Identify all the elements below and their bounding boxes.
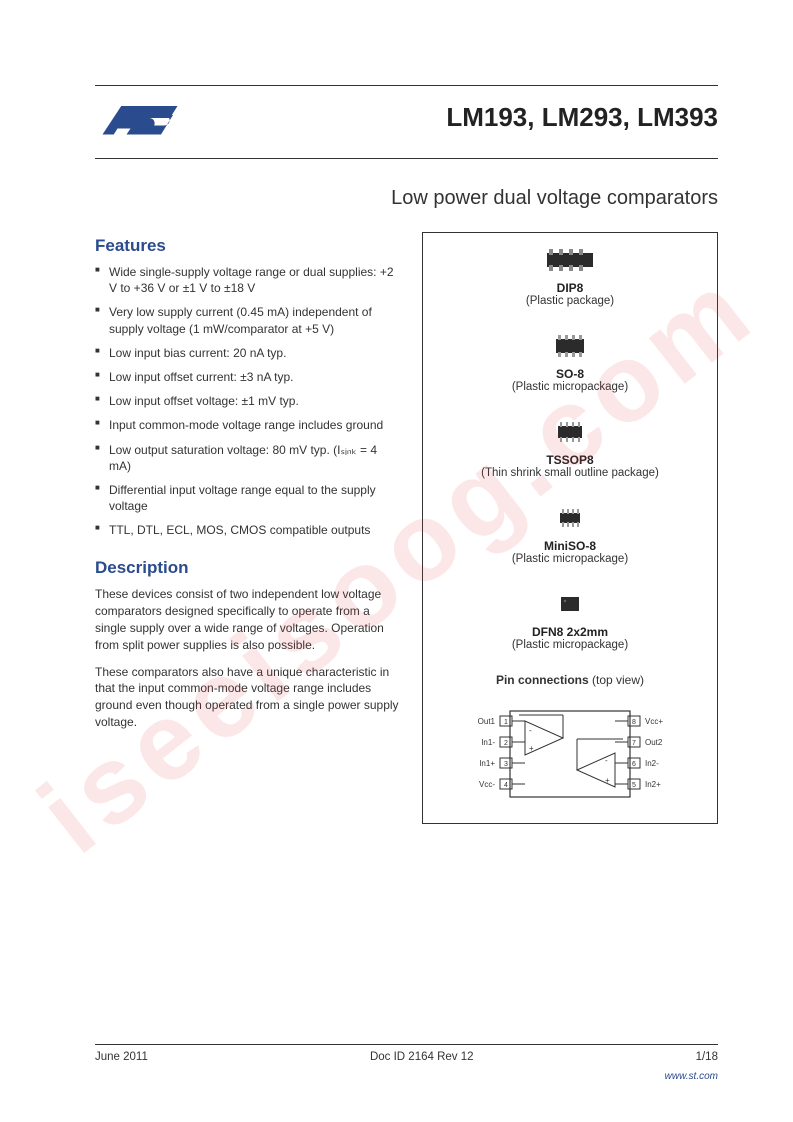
feature-item: TTL, DTL, ECL, MOS, CMOS compatible outp… — [95, 522, 400, 538]
svg-text:1: 1 — [504, 719, 508, 726]
svg-text:8: 8 — [632, 719, 636, 726]
svg-text:7: 7 — [632, 740, 636, 747]
svg-text:+: + — [529, 744, 534, 753]
package-dfn8: DFN8 2x2mm (Plastic micropackage) — [431, 587, 709, 651]
pin-title-rest: (top view) — [589, 673, 644, 687]
feature-item: Low input offset current: ±3 nA typ. — [95, 369, 400, 385]
description-body: These devices consist of two independent… — [95, 586, 400, 730]
miniso8-icon — [431, 501, 709, 535]
svg-text:Vcc-: Vcc- — [479, 780, 495, 789]
svg-text:+: + — [605, 776, 610, 785]
st-logo — [95, 96, 185, 152]
svg-text:2: 2 — [504, 740, 508, 747]
svg-text:In2-: In2- — [645, 759, 659, 768]
feature-item: Very low supply current (0.45 mA) indepe… — [95, 304, 400, 336]
features-list: Wide single-supply voltage range or dual… — [95, 264, 400, 538]
svg-text:5: 5 — [632, 782, 636, 789]
so8-icon — [431, 329, 709, 363]
footer-date: June 2011 — [95, 1051, 148, 1063]
package-sub: (Plastic package) — [431, 295, 709, 307]
package-sub: (Thin shrink small outline package) — [431, 467, 709, 479]
footer-row: June 2011 Doc ID 2164 Rev 12 1/18 — [95, 1051, 718, 1063]
left-column: Features Wide single-supply voltage rang… — [95, 232, 400, 824]
feature-item: Input common-mode voltage range includes… — [95, 417, 400, 433]
dfn8-icon — [431, 587, 709, 621]
features-heading: Features — [95, 236, 400, 256]
svg-text:In1+: In1+ — [479, 759, 495, 768]
svg-text:6: 6 — [632, 761, 636, 768]
packages-panel: DIP8 (Plastic package) SO-8 (Plastic mic… — [422, 232, 718, 824]
tssop8-icon — [431, 415, 709, 449]
svg-text:Out2: Out2 — [645, 738, 663, 747]
svg-text:3: 3 — [504, 761, 508, 768]
package-dip8: DIP8 (Plastic package) — [431, 243, 709, 307]
content-row: Features Wide single-supply voltage rang… — [95, 232, 718, 824]
package-name: SO-8 — [431, 367, 709, 381]
package-name: TSSOP8 — [431, 453, 709, 467]
feature-item: Low output saturation voltage: 80 mV typ… — [95, 442, 400, 474]
svg-text:In1-: In1- — [481, 738, 495, 747]
svg-text:4: 4 — [504, 782, 508, 789]
footer-docid: Doc ID 2164 Rev 12 — [370, 1051, 474, 1063]
subtitle: Low power dual voltage comparators — [95, 187, 718, 210]
pin-diagram: - + - + 1 Out1 8 Vcc+ 2 In1- 7 Out2 3 In1+ 6 In2- 4 V… — [431, 701, 709, 811]
footer-rule — [95, 1044, 718, 1045]
feature-item: Wide single-supply voltage range or dual… — [95, 264, 400, 296]
package-name: DIP8 — [431, 281, 709, 295]
header: LM193, LM293, LM393 — [95, 96, 718, 152]
footer-url: www.st.com — [95, 1071, 718, 1082]
part-number-title: LM193, LM293, LM393 — [446, 96, 718, 133]
pin-title-bold: Pin connections — [496, 673, 589, 687]
pin-connections-title: Pin connections (top view) — [431, 673, 709, 687]
svg-text:-: - — [605, 756, 608, 765]
top-rule — [95, 85, 718, 86]
svg-text:Out1: Out1 — [478, 717, 496, 726]
svg-text:Vcc+: Vcc+ — [645, 717, 663, 726]
footer: June 2011 Doc ID 2164 Rev 12 1/18 www.st… — [95, 1044, 718, 1082]
description-paragraph: These comparators also have a unique cha… — [95, 664, 400, 731]
svg-text:In2+: In2+ — [645, 780, 661, 789]
package-sub: (Plastic micropackage) — [431, 553, 709, 565]
feature-item: Differential input voltage range equal t… — [95, 482, 400, 514]
package-sub: (Plastic micropackage) — [431, 639, 709, 651]
package-miniso8: MiniSO-8 (Plastic micropackage) — [431, 501, 709, 565]
feature-item: Low input bias current: 20 nA typ. — [95, 345, 400, 361]
dip8-icon — [431, 243, 709, 277]
svg-text:-: - — [529, 726, 532, 735]
datasheet-page: iseeisoog.com LM193, LM293, LM393 Low po… — [0, 0, 793, 1122]
package-tssop8: TSSOP8 (Thin shrink small outline packag… — [431, 415, 709, 479]
package-name: DFN8 2x2mm — [431, 625, 709, 639]
package-sub: (Plastic micropackage) — [431, 381, 709, 393]
description-heading: Description — [95, 558, 400, 578]
package-name: MiniSO-8 — [431, 539, 709, 553]
footer-page: 1/18 — [696, 1051, 718, 1063]
description-paragraph: These devices consist of two independent… — [95, 586, 400, 653]
feature-item: Low input offset voltage: ±1 mV typ. — [95, 393, 400, 409]
header-rule — [95, 158, 718, 159]
package-so8: SO-8 (Plastic micropackage) — [431, 329, 709, 393]
